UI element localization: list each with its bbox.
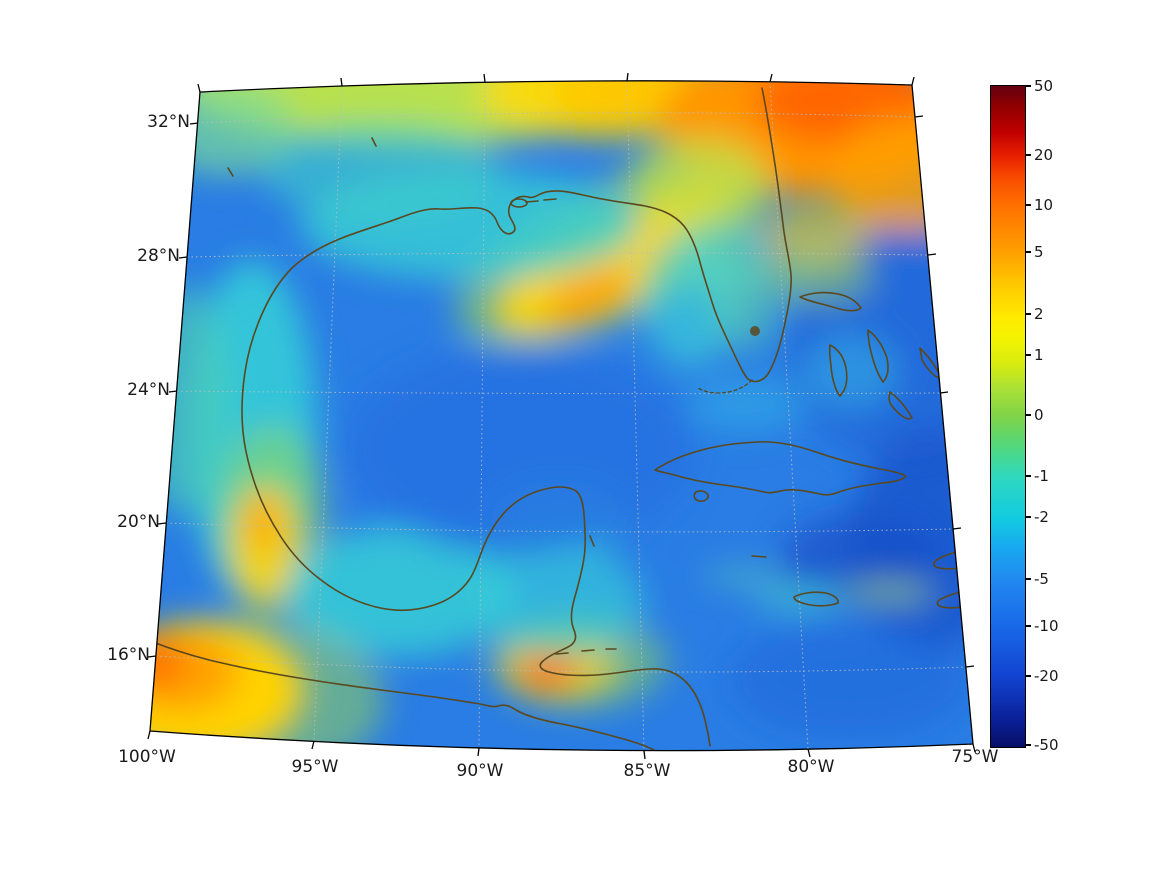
colorbar-tick-label: 10 xyxy=(1034,196,1054,214)
colorbar-tick xyxy=(1026,625,1031,627)
bahamas-coastline xyxy=(799,291,942,420)
lat-tick-label: 20°N xyxy=(117,512,160,532)
colorbar-tick xyxy=(1026,744,1031,746)
small-islands xyxy=(227,137,767,655)
colorbar-tick xyxy=(1026,516,1031,518)
lon-tick-label: 80°W xyxy=(787,757,835,777)
isle-of-youth-coastline xyxy=(693,490,709,502)
scalar-field-layer xyxy=(150,80,973,751)
coastlines-layer xyxy=(150,87,973,751)
axis-ticks xyxy=(147,72,976,760)
lon-tick-label: 75°W xyxy=(951,747,999,767)
colorbar-tick-label: 1 xyxy=(1034,346,1044,364)
colorbar-tick-label: -10 xyxy=(1034,617,1059,635)
colorbar-tick xyxy=(1026,354,1031,356)
colorbar-tick-label: 5 xyxy=(1034,243,1044,261)
lat-tick-label: 24°N xyxy=(127,380,170,400)
lake-okeechobee xyxy=(750,326,760,336)
colorbar-tick xyxy=(1026,475,1031,477)
colorbar-tick-label: 20 xyxy=(1034,146,1054,164)
pacific-coastline xyxy=(150,639,655,751)
map-frame xyxy=(149,80,974,752)
jamaica-coastline xyxy=(793,591,839,607)
lon-tick-label: 85°W xyxy=(623,761,671,781)
lat-tick-label: 16°N xyxy=(107,645,150,665)
colorbar-tick xyxy=(1026,85,1031,87)
florida-keys-coastline xyxy=(697,379,753,394)
colorbar-tick-label: -2 xyxy=(1034,508,1049,526)
colorbar-tick xyxy=(1026,313,1031,315)
graticule-grid xyxy=(155,80,967,751)
colorbar-tick-label: 0 xyxy=(1034,406,1044,424)
lon-tick-label: 100°W xyxy=(118,747,176,767)
colorbar-tick-label: -5 xyxy=(1034,570,1049,588)
lake-pontchartrain xyxy=(510,198,528,208)
colorbar xyxy=(990,85,1026,748)
lat-tick-label: 28°N xyxy=(137,246,180,266)
colorbar-tick xyxy=(1026,251,1031,253)
lat-tick-label: 32°N xyxy=(147,112,190,132)
colorbar-tick-label: -1 xyxy=(1034,467,1049,485)
colorbar-tick xyxy=(1026,154,1031,156)
colorbar-tick-label: -20 xyxy=(1034,667,1059,685)
colorbar-tick-label: 2 xyxy=(1034,305,1044,323)
colorbar-tick-label: -50 xyxy=(1034,736,1059,754)
colorbar-tick xyxy=(1026,675,1031,677)
colorbar-tick-label: 50 xyxy=(1034,77,1054,95)
colorbar-tick xyxy=(1026,414,1031,416)
colorbar-tick xyxy=(1026,204,1031,206)
gulf-mainland-coastline xyxy=(241,87,792,747)
lon-tick-label: 95°W xyxy=(291,757,339,777)
cuba-coastline xyxy=(654,441,907,496)
colorbar-tick xyxy=(1026,578,1031,580)
lon-tick-label: 90°W xyxy=(456,761,504,781)
